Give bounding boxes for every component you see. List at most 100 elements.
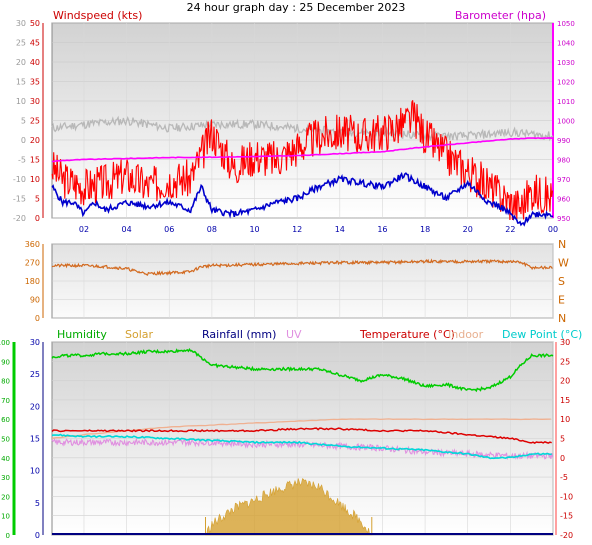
barometer-tick: 1010 <box>557 98 575 106</box>
compass-label: S <box>558 275 565 288</box>
humidity-line <box>51 348 554 393</box>
legend-solar: Solar <box>125 328 154 341</box>
humidity-tick: 100 <box>0 339 10 347</box>
barometer-label: Barometer (hpa) <box>455 9 546 22</box>
dewpoint-line <box>51 433 552 460</box>
solar-area <box>205 478 373 536</box>
temperature-tick: -15 <box>560 512 573 521</box>
barometer-tick: 1040 <box>557 40 575 48</box>
wind-inner-tick: 45 <box>30 39 40 48</box>
wind-outer-tick: 30 <box>16 19 26 28</box>
humidity-tick: 60 <box>1 416 10 424</box>
wind-outer-tick: -20 <box>13 214 26 223</box>
wind-outer-tick: -15 <box>13 195 26 204</box>
barometer-tick: 990 <box>557 137 570 145</box>
wind-inner-tick: 10 <box>30 175 40 184</box>
temperature-tick: 25 <box>560 357 570 366</box>
direction-tick: 90 <box>30 296 40 305</box>
temperature-tick: -5 <box>560 473 568 482</box>
compass-label: E <box>558 294 565 307</box>
wind-inner-tick: 25 <box>30 117 40 126</box>
indoor-line <box>51 418 551 439</box>
legend-indoor: Indoor <box>448 328 484 341</box>
wind-outer-tick: 5 <box>21 117 26 126</box>
compass-label: N <box>558 238 566 251</box>
rainfall-tick: 15 <box>30 435 40 444</box>
windspeed-average-line <box>51 171 554 227</box>
compass-label: N <box>558 312 566 325</box>
windspeed-gust-line <box>51 100 554 221</box>
direction-tick: 360 <box>25 240 40 249</box>
rainfall-tick: 5 <box>35 499 40 508</box>
time-tick: 10 <box>249 225 259 234</box>
barometer-tick: 980 <box>557 157 570 165</box>
climate-series <box>51 348 554 536</box>
direction-tick-labels: 360 N 270 W 180 S 90 E 0 N <box>25 238 569 325</box>
time-tick: 18 <box>420 225 430 234</box>
direction-tick: 270 <box>25 259 40 268</box>
humidity-tick: 0 <box>6 532 10 540</box>
time-tick: 00 <box>548 225 558 234</box>
wind-inner-tick: 15 <box>30 156 40 165</box>
temperature-line <box>51 427 552 444</box>
barometer-tick: 1050 <box>557 20 575 28</box>
humidity-tick: 40 <box>1 455 10 463</box>
graph-title: 24 hour graph day : 25 December 2023 <box>187 1 406 14</box>
time-tick: 20 <box>463 225 473 234</box>
barometer-tick: 960 <box>557 196 570 204</box>
temperature-tick: 15 <box>560 396 570 405</box>
time-tick: 06 <box>164 225 174 234</box>
wind-inner-tick: 40 <box>30 58 40 67</box>
time-tick: 02 <box>79 225 89 234</box>
wind-series <box>51 100 554 227</box>
direction-series <box>51 258 553 276</box>
wind-outer-tick: -5 <box>18 156 26 165</box>
windspeed-label: Windspeed (kts) <box>53 9 142 22</box>
high-wind-trace <box>51 115 554 142</box>
temperature-tick: 10 <box>560 415 570 424</box>
rainfall-tick: 25 <box>30 370 40 379</box>
legend-rainfall: Rainfall (mm) <box>202 328 276 341</box>
temperature-tick: 0 <box>560 454 565 463</box>
wind-inner-tick: 50 <box>30 19 40 28</box>
temperature-tick: 30 <box>560 338 570 347</box>
wind-inner-tick: 0 <box>35 214 40 223</box>
temperature-tick: 20 <box>560 377 570 386</box>
rainfall-tick: 0 <box>35 531 40 540</box>
time-tick: 12 <box>292 225 302 234</box>
wind-inner-tick: 35 <box>30 78 40 87</box>
wind-inner-tick: 30 <box>30 97 40 106</box>
barometer-tick: 970 <box>557 176 570 184</box>
humidity-tick: 50 <box>1 436 10 444</box>
rainfall-tick: 30 <box>30 338 40 347</box>
climate-tick-labels: 10030902580207015601050540030-520-1010-1… <box>0 338 573 540</box>
time-tick: 22 <box>505 225 515 234</box>
direction-tick: 0 <box>35 314 40 323</box>
barometer-tick: 1020 <box>557 79 575 87</box>
temperature-tick: 5 <box>560 435 565 444</box>
barometer-tick: 1000 <box>557 118 575 126</box>
direction-tick: 180 <box>25 277 40 286</box>
temperature-tick: -20 <box>560 531 573 540</box>
humidity-tick: 30 <box>1 474 10 482</box>
humidity-tick: 10 <box>1 513 10 521</box>
wind-outer-tick: -10 <box>13 175 26 184</box>
wind-outer-tick: 0 <box>21 136 26 145</box>
temperature-tick: -10 <box>560 492 573 501</box>
time-tick: 14 <box>335 225 345 234</box>
wind-inner-tick: 20 <box>30 136 40 145</box>
legend-humidity: Humidity <box>57 328 107 341</box>
wind-outer-tick: 10 <box>16 97 26 106</box>
rainfall-tick: 20 <box>30 402 40 411</box>
uv-line <box>51 437 554 461</box>
barometer-tick: 950 <box>557 215 570 223</box>
barometer-line <box>52 137 554 163</box>
climate-legend: Humidity Solar Rainfall (mm) UV Temperat… <box>57 328 582 341</box>
wind-outer-tick: 15 <box>16 78 26 87</box>
compass-label: W <box>558 257 569 270</box>
humidity-tick: 90 <box>1 358 10 366</box>
time-tick: 08 <box>207 225 217 234</box>
wind-outer-tick: 25 <box>16 39 26 48</box>
time-tick: 16 <box>377 225 387 234</box>
